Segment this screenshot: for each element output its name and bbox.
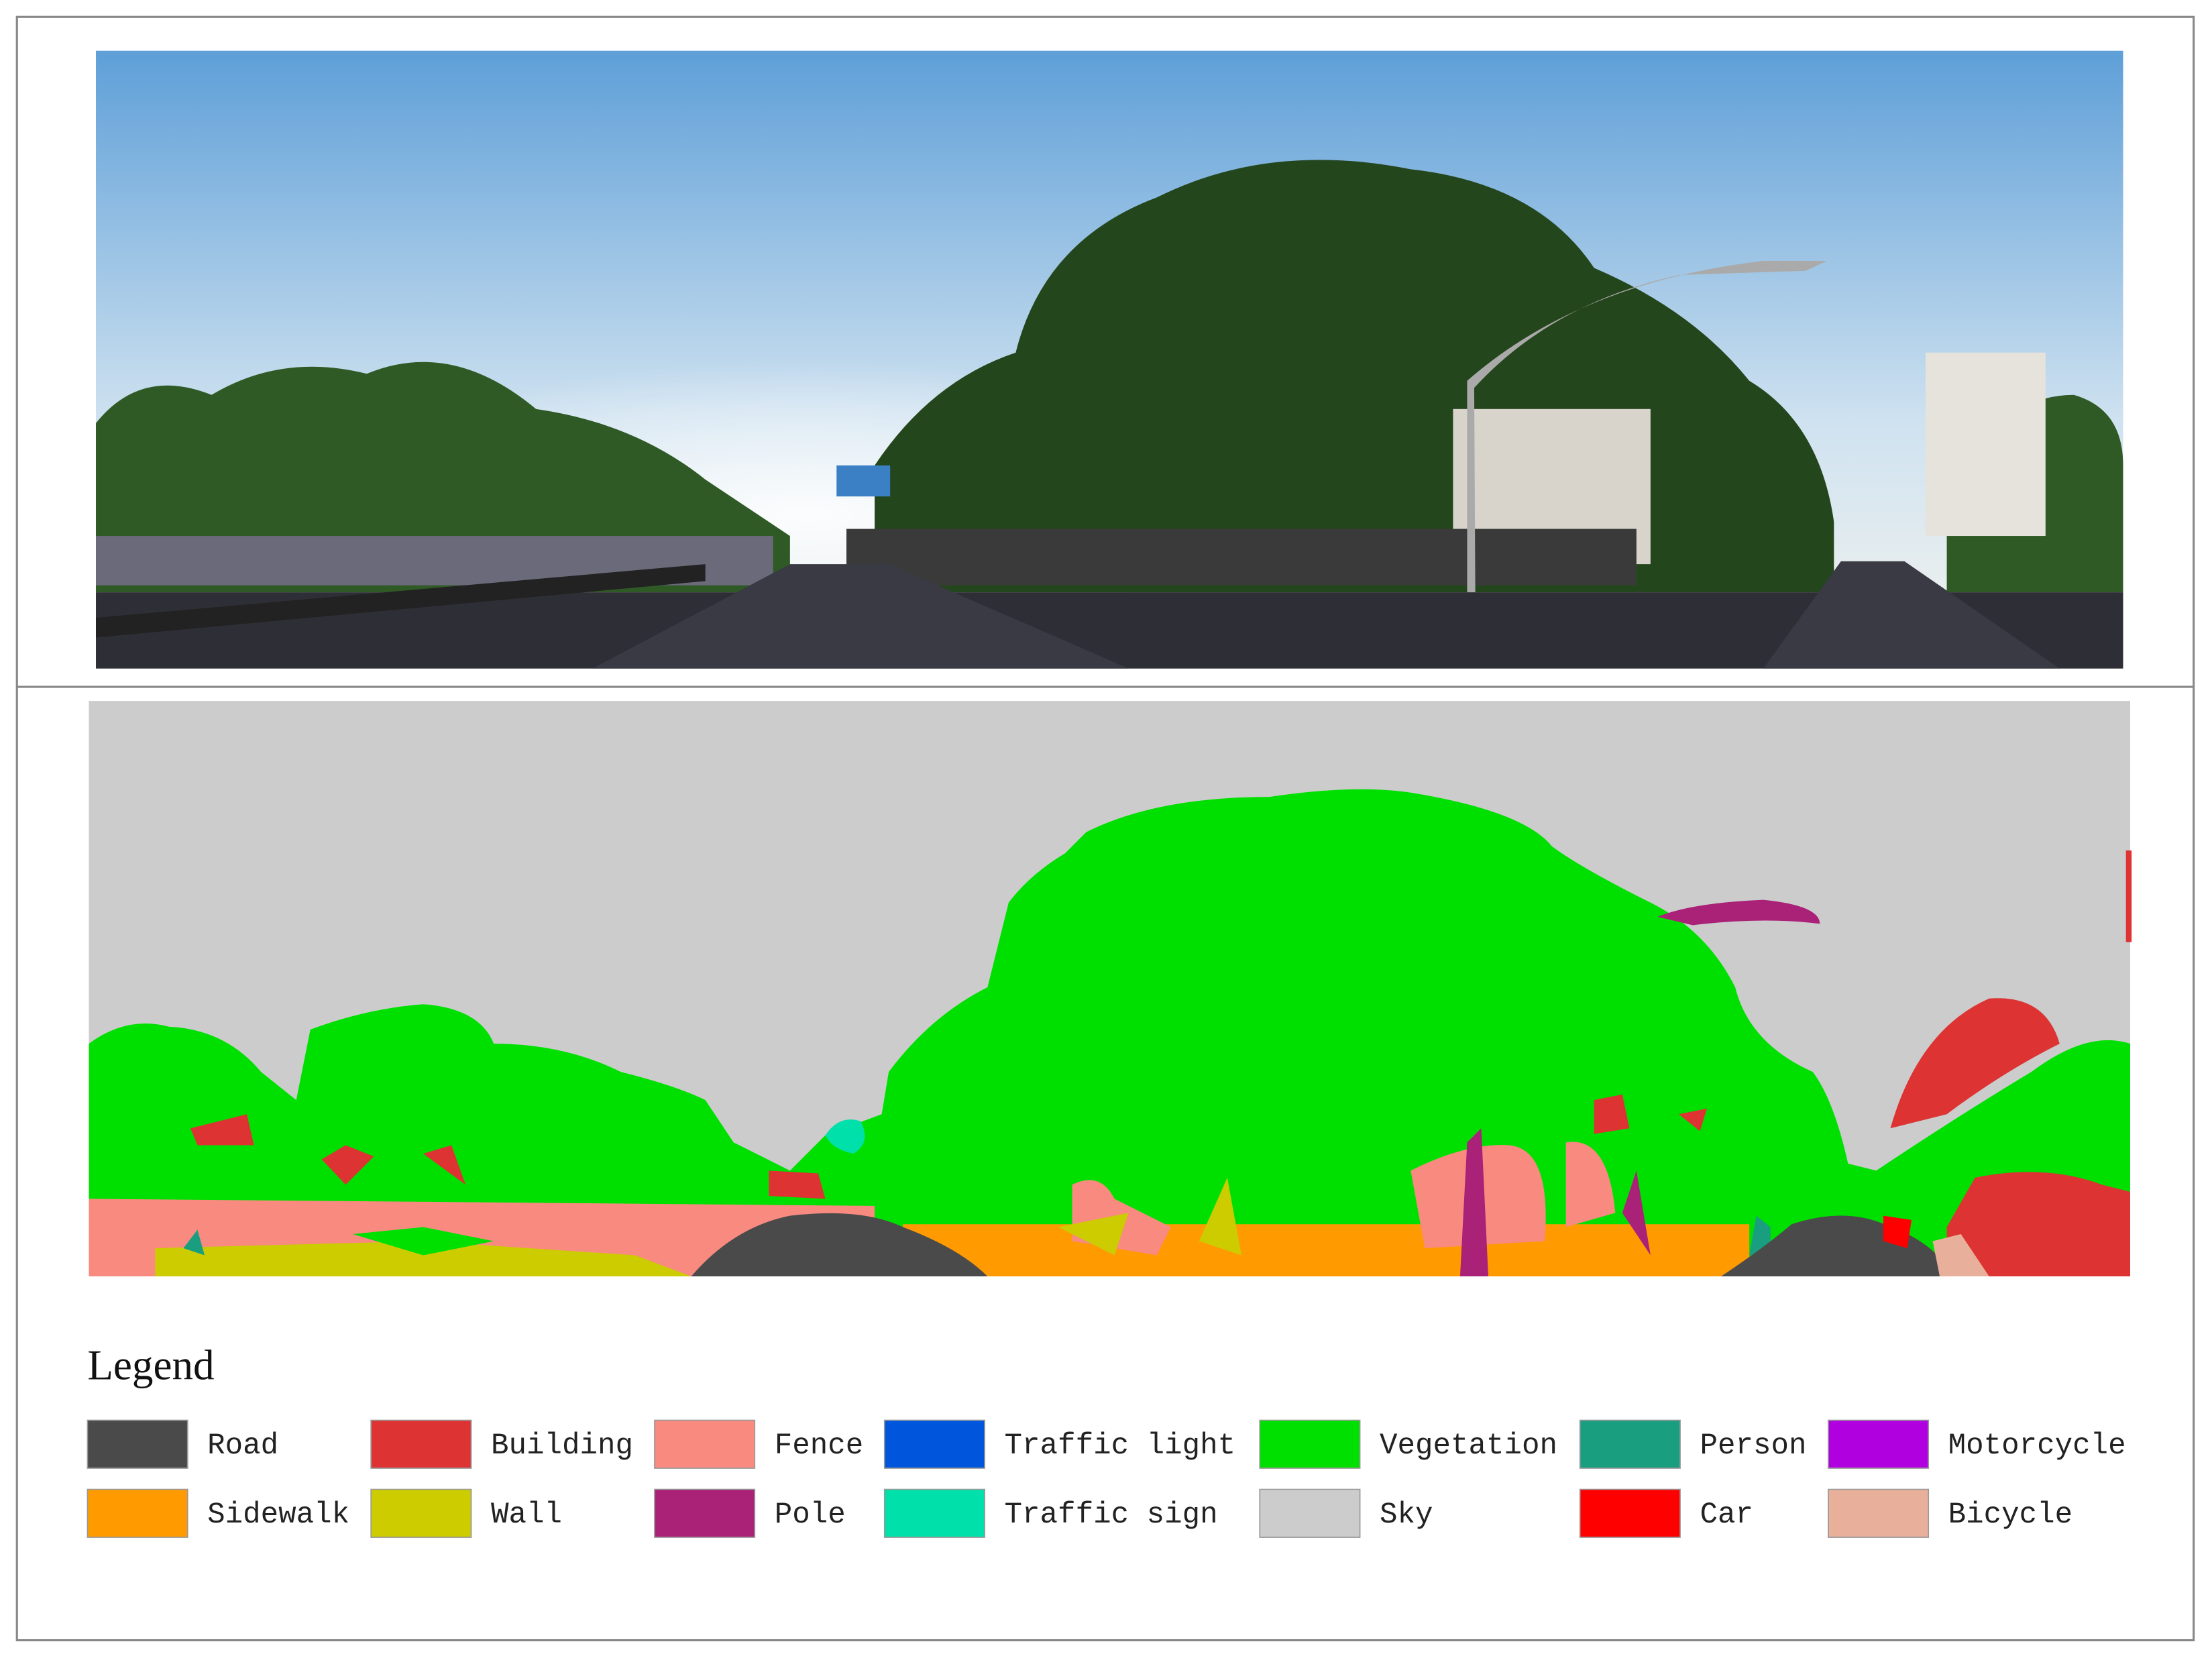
legend-swatch <box>883 1488 985 1538</box>
legend-label: Fence <box>775 1429 864 1463</box>
legend: Road Building Fence Traffic light Vegetation… <box>87 1419 2126 1538</box>
legend-label: Traffic sign <box>1005 1498 1218 1532</box>
legend-label: Person <box>1700 1429 1806 1463</box>
legend-label: Vegetation <box>1380 1429 1557 1463</box>
segmentation-map <box>89 701 2132 1277</box>
legend-swatch <box>370 1488 472 1538</box>
legend-label: Motorcycle <box>1948 1429 2126 1463</box>
legend-label: Wall <box>491 1498 562 1532</box>
legend-swatch <box>883 1419 985 1469</box>
panorama-photo <box>96 50 2123 669</box>
legend-swatch <box>1828 1419 1930 1469</box>
legend-swatch <box>654 1419 756 1469</box>
legend-swatch <box>1579 1488 1681 1538</box>
legend-label: Sidewalk <box>207 1498 349 1532</box>
legend-swatch <box>1259 1488 1361 1538</box>
legend-swatch <box>1828 1488 1930 1538</box>
legend-swatch <box>370 1419 472 1469</box>
legend-swatch <box>87 1419 188 1469</box>
legend-label: Road <box>207 1429 278 1463</box>
legend-label: Pole <box>775 1498 846 1532</box>
legend-swatch <box>1259 1419 1361 1469</box>
legend-swatch <box>654 1488 756 1538</box>
legend-label: Sky <box>1380 1498 1433 1532</box>
legend-label: Traffic light <box>1005 1429 1236 1463</box>
legend-label: Building <box>491 1429 633 1463</box>
legend-label: Car <box>1700 1498 1753 1532</box>
legend-swatch <box>1579 1419 1681 1469</box>
legend-swatch <box>87 1488 188 1538</box>
legend-title: Legend <box>87 1342 214 1389</box>
legend-label: Bicycle <box>1948 1498 2073 1532</box>
